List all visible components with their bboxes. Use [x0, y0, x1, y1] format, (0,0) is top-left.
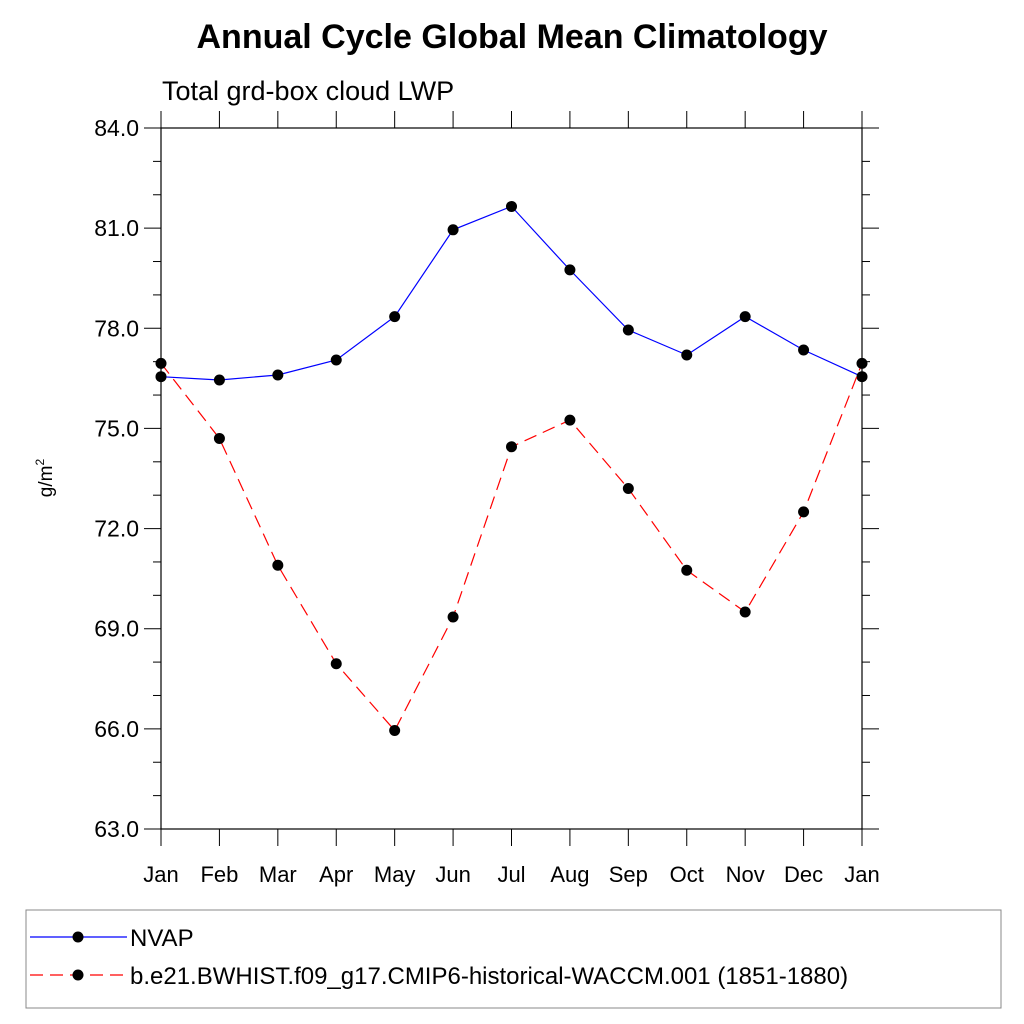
data-point: [155, 357, 167, 369]
legend-label-1: b.e21.BWHIST.f09_g17.CMIP6-historical-WA…: [130, 963, 848, 990]
x-tick-label: Feb: [200, 862, 238, 887]
data-point: [389, 725, 401, 737]
x-tick-label: Apr: [319, 862, 353, 887]
x-tick-label: Dec: [784, 862, 823, 887]
data-point: [506, 200, 517, 212]
data-point: [330, 354, 342, 366]
data-point: [564, 414, 576, 426]
y-tick-label: 69.0: [94, 616, 139, 642]
y-axis-label-text: g/m: [36, 466, 57, 498]
y-axis-label-superscript: 2: [33, 459, 47, 466]
data-point: [330, 658, 342, 670]
data-point: [272, 369, 284, 381]
y-tick-label: 66.0: [94, 716, 139, 742]
x-tick-label: Mar: [259, 862, 297, 887]
data-point: [622, 483, 634, 495]
x-tick-label: Nov: [726, 862, 765, 887]
series-layer: [155, 200, 868, 737]
x-tick-label: May: [374, 862, 416, 887]
data-point: [564, 264, 576, 276]
data-point: [213, 374, 225, 386]
y-tick-label: 81.0: [94, 215, 139, 241]
data-point: [798, 506, 810, 518]
y-tick-label: 78.0: [94, 315, 139, 341]
series-1: [155, 357, 868, 737]
legend-box: [25, 909, 1002, 1009]
y-tick-label: 63.0: [94, 816, 139, 842]
y-tick-label: 72.0: [94, 516, 139, 542]
x-tick-label: Jul: [497, 862, 525, 887]
legend-label-0: NVAP: [130, 925, 194, 952]
data-point: [681, 349, 693, 361]
series-0: [155, 200, 868, 386]
data-point: [506, 441, 517, 453]
data-point: [681, 564, 693, 576]
x-tick-label: Jan: [143, 862, 178, 887]
x-tick-label: Sep: [609, 862, 648, 887]
y-axis-label: g/m2: [33, 459, 57, 498]
data-point: [798, 344, 810, 356]
data-point: [622, 324, 634, 336]
legend: NVAP b.e21.BWHIST.f09_g17.CMIP6-historica…: [30, 925, 848, 990]
data-point: [447, 611, 459, 623]
data-point: [739, 311, 751, 323]
legend-marker-0: [72, 931, 84, 943]
data-point: [739, 606, 751, 618]
data-point: [213, 432, 225, 444]
y-tick-label: 84.0: [94, 115, 139, 141]
data-point: [856, 371, 868, 383]
data-point: [155, 371, 167, 383]
data-point: [447, 224, 459, 236]
data-point: [856, 357, 868, 369]
x-tick-label: Jun: [435, 862, 470, 887]
series-line-0: [160, 205, 863, 381]
series-line-1: [160, 362, 863, 732]
y-tick-label: 75.0: [94, 415, 139, 441]
data-point: [389, 311, 401, 323]
x-tick-label: Aug: [550, 862, 589, 887]
legend-marker-1: [72, 969, 84, 981]
chart-title: Annual Cycle Global Mean Climatology: [197, 18, 828, 56]
plot-frame: [160, 127, 863, 830]
x-tick-label: Jan: [844, 862, 879, 887]
x-tick-label: Oct: [670, 862, 704, 887]
data-point: [272, 559, 284, 571]
axes: 63.0 66.0 69.0 72.0 75.0 78.0 81.0 84.0 Jan Feb Ma…: [94, 111, 880, 887]
chart-subtitle: Total grd-box cloud LWP: [162, 76, 454, 106]
